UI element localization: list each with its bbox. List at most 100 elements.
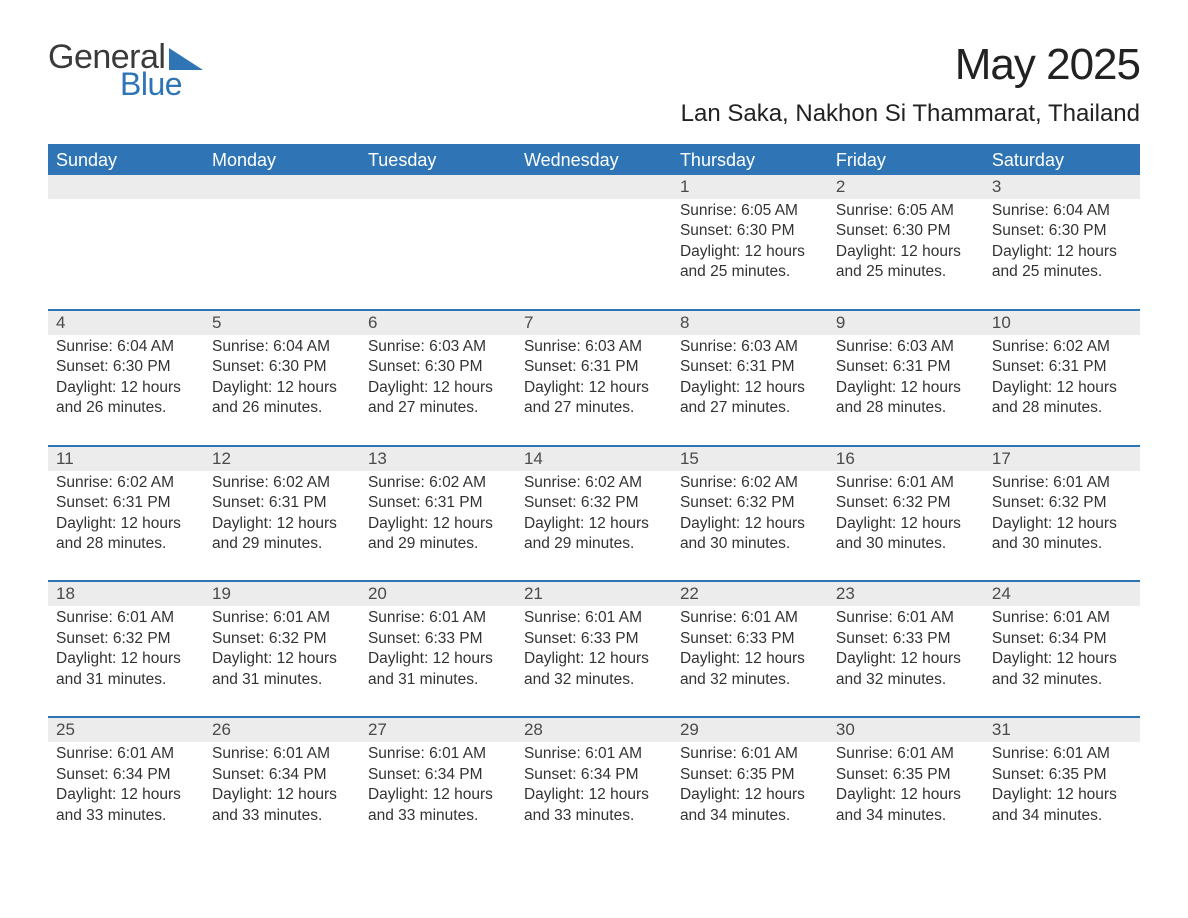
calendar-day-cell: 31Sunrise: 6:01 AMSunset: 6:35 PMDayligh… [984,718,1140,852]
sunset-text: Sunset: 6:30 PM [836,221,976,241]
month-title: May 2025 [681,40,1140,90]
sunrise-text: Sunrise: 6:02 AM [992,337,1132,357]
calendar-day-cell: 26Sunrise: 6:01 AMSunset: 6:34 PMDayligh… [204,718,360,852]
day-number: 15 [672,447,828,471]
day-number: 9 [828,311,984,335]
daylight-text: Daylight: 12 hours and 27 minutes. [524,378,664,419]
day-details: Sunrise: 6:01 AMSunset: 6:35 PMDaylight:… [828,742,984,852]
day-details: Sunrise: 6:01 AMSunset: 6:33 PMDaylight:… [828,606,984,716]
daylight-text: Daylight: 12 hours and 30 minutes. [992,514,1132,555]
sunset-text: Sunset: 6:33 PM [836,629,976,649]
sunrise-text: Sunrise: 6:04 AM [212,337,352,357]
weekday-header: Monday [204,146,360,175]
day-number: 3 [984,175,1140,199]
daylight-text: Daylight: 12 hours and 34 minutes. [836,785,976,826]
sunset-text: Sunset: 6:34 PM [524,765,664,785]
day-number: 10 [984,311,1140,335]
daylight-text: Daylight: 12 hours and 32 minutes. [524,649,664,690]
sunrise-text: Sunrise: 6:01 AM [836,744,976,764]
sunrise-text: Sunrise: 6:03 AM [524,337,664,357]
day-details: Sunrise: 6:01 AMSunset: 6:32 PMDaylight:… [204,606,360,716]
calendar-day-cell: 3Sunrise: 6:04 AMSunset: 6:30 PMDaylight… [984,175,1140,309]
daylight-text: Daylight: 12 hours and 30 minutes. [836,514,976,555]
day-details: Sunrise: 6:01 AMSunset: 6:32 PMDaylight:… [828,471,984,581]
daylight-text: Daylight: 12 hours and 31 minutes. [56,649,196,690]
calendar-day-cell: 29Sunrise: 6:01 AMSunset: 6:35 PMDayligh… [672,718,828,852]
sunset-text: Sunset: 6:31 PM [836,357,976,377]
daylight-text: Daylight: 12 hours and 29 minutes. [524,514,664,555]
calendar: Sunday Monday Tuesday Wednesday Thursday… [48,144,1140,852]
calendar-day-cell: 11Sunrise: 6:02 AMSunset: 6:31 PMDayligh… [48,447,204,581]
sunset-text: Sunset: 6:30 PM [680,221,820,241]
day-details: Sunrise: 6:02 AMSunset: 6:31 PMDaylight:… [48,471,204,581]
day-details: Sunrise: 6:03 AMSunset: 6:31 PMDaylight:… [672,335,828,445]
sunrise-text: Sunrise: 6:01 AM [212,744,352,764]
sunset-text: Sunset: 6:32 PM [212,629,352,649]
day-number: 11 [48,447,204,471]
sunrise-text: Sunrise: 6:01 AM [836,473,976,493]
daylight-text: Daylight: 12 hours and 33 minutes. [368,785,508,826]
daylight-text: Daylight: 12 hours and 27 minutes. [680,378,820,419]
sunrise-text: Sunrise: 6:05 AM [680,201,820,221]
day-details: Sunrise: 6:01 AMSunset: 6:34 PMDaylight:… [984,606,1140,716]
sunrise-text: Sunrise: 6:01 AM [56,608,196,628]
calendar-day-cell: 1Sunrise: 6:05 AMSunset: 6:30 PMDaylight… [672,175,828,309]
day-number [360,175,516,199]
daylight-text: Daylight: 12 hours and 33 minutes. [212,785,352,826]
sunset-text: Sunset: 6:30 PM [56,357,196,377]
calendar-day-cell [360,175,516,309]
sunset-text: Sunset: 6:31 PM [524,357,664,377]
day-number: 31 [984,718,1140,742]
daylight-text: Daylight: 12 hours and 25 minutes. [680,242,820,283]
daylight-text: Daylight: 12 hours and 25 minutes. [836,242,976,283]
day-number: 8 [672,311,828,335]
weekday-header: Sunday [48,146,204,175]
daylight-text: Daylight: 12 hours and 26 minutes. [56,378,196,419]
sunrise-text: Sunrise: 6:01 AM [836,608,976,628]
day-details [48,199,204,299]
sunrise-text: Sunrise: 6:03 AM [836,337,976,357]
sunset-text: Sunset: 6:33 PM [524,629,664,649]
sunrise-text: Sunrise: 6:02 AM [680,473,820,493]
sunset-text: Sunset: 6:30 PM [212,357,352,377]
sunset-text: Sunset: 6:30 PM [368,357,508,377]
day-number: 27 [360,718,516,742]
title-block: May 2025 Lan Saka, Nakhon Si Thammarat, … [681,40,1140,128]
calendar-day-cell: 13Sunrise: 6:02 AMSunset: 6:31 PMDayligh… [360,447,516,581]
day-number: 6 [360,311,516,335]
day-details: Sunrise: 6:05 AMSunset: 6:30 PMDaylight:… [672,199,828,309]
daylight-text: Daylight: 12 hours and 27 minutes. [368,378,508,419]
calendar-day-cell: 19Sunrise: 6:01 AMSunset: 6:32 PMDayligh… [204,582,360,716]
day-number: 14 [516,447,672,471]
calendar-day-cell: 28Sunrise: 6:01 AMSunset: 6:34 PMDayligh… [516,718,672,852]
day-number: 2 [828,175,984,199]
sunset-text: Sunset: 6:31 PM [368,493,508,513]
sunrise-text: Sunrise: 6:01 AM [680,744,820,764]
day-details: Sunrise: 6:01 AMSunset: 6:32 PMDaylight:… [984,471,1140,581]
sunrise-text: Sunrise: 6:02 AM [56,473,196,493]
sunrise-text: Sunrise: 6:04 AM [992,201,1132,221]
sunrise-text: Sunrise: 6:02 AM [524,473,664,493]
day-number [516,175,672,199]
day-number: 16 [828,447,984,471]
calendar-day-cell: 9Sunrise: 6:03 AMSunset: 6:31 PMDaylight… [828,311,984,445]
day-details: Sunrise: 6:01 AMSunset: 6:34 PMDaylight:… [360,742,516,852]
daylight-text: Daylight: 12 hours and 33 minutes. [56,785,196,826]
day-number: 28 [516,718,672,742]
sunset-text: Sunset: 6:32 PM [524,493,664,513]
day-number: 26 [204,718,360,742]
calendar-day-cell: 24Sunrise: 6:01 AMSunset: 6:34 PMDayligh… [984,582,1140,716]
sunset-text: Sunset: 6:31 PM [992,357,1132,377]
day-details [516,199,672,299]
daylight-text: Daylight: 12 hours and 31 minutes. [368,649,508,690]
day-number: 17 [984,447,1140,471]
logo-text-blue: Blue [120,68,203,100]
calendar-day-cell: 8Sunrise: 6:03 AMSunset: 6:31 PMDaylight… [672,311,828,445]
calendar-week-row: 1Sunrise: 6:05 AMSunset: 6:30 PMDaylight… [48,175,1140,309]
day-details: Sunrise: 6:02 AMSunset: 6:31 PMDaylight:… [360,471,516,581]
day-details: Sunrise: 6:01 AMSunset: 6:33 PMDaylight:… [672,606,828,716]
daylight-text: Daylight: 12 hours and 28 minutes. [836,378,976,419]
calendar-week-row: 18Sunrise: 6:01 AMSunset: 6:32 PMDayligh… [48,580,1140,716]
sunrise-text: Sunrise: 6:01 AM [524,744,664,764]
daylight-text: Daylight: 12 hours and 26 minutes. [212,378,352,419]
